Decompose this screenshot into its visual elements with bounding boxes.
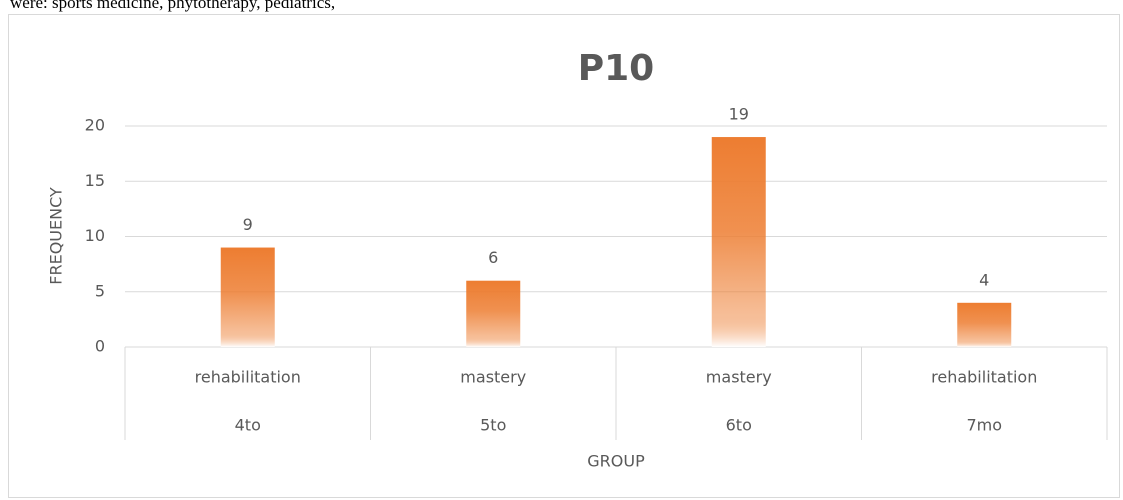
- y-tick-label: 0: [95, 337, 105, 356]
- data-label: 6: [488, 248, 498, 267]
- x-tick-label: mastery: [706, 368, 772, 387]
- data-label: 4: [979, 270, 989, 289]
- y-tick-label: 15: [85, 171, 105, 190]
- bar: [220, 247, 275, 347]
- x-tick-label: mastery: [460, 368, 526, 387]
- x-tick-label: rehabilitation: [931, 368, 1037, 387]
- x-tick-label: rehabilitation: [195, 368, 301, 387]
- data-label: 19: [729, 105, 749, 124]
- bar: [957, 302, 1012, 347]
- chart-border: [8, 14, 1120, 498]
- bar: [466, 280, 521, 347]
- y-tick-label: 10: [85, 226, 105, 245]
- data-label: 9: [243, 215, 253, 234]
- x-group-label: 5to: [480, 416, 506, 435]
- chart-title: P10: [578, 48, 654, 89]
- x-group-label: 4to: [235, 416, 261, 435]
- y-tick-label: 20: [85, 116, 105, 135]
- header-text: were: sports medicine, phytotherapy, ped…: [10, 0, 335, 12]
- x-group-label: 7mo: [966, 416, 1002, 435]
- y-tick-label: 5: [95, 281, 105, 300]
- bar: [711, 137, 766, 347]
- x-axis-label: GROUP: [587, 452, 645, 471]
- x-group-label: 6to: [726, 416, 752, 435]
- y-axis-label: FREQUENCY: [47, 187, 66, 285]
